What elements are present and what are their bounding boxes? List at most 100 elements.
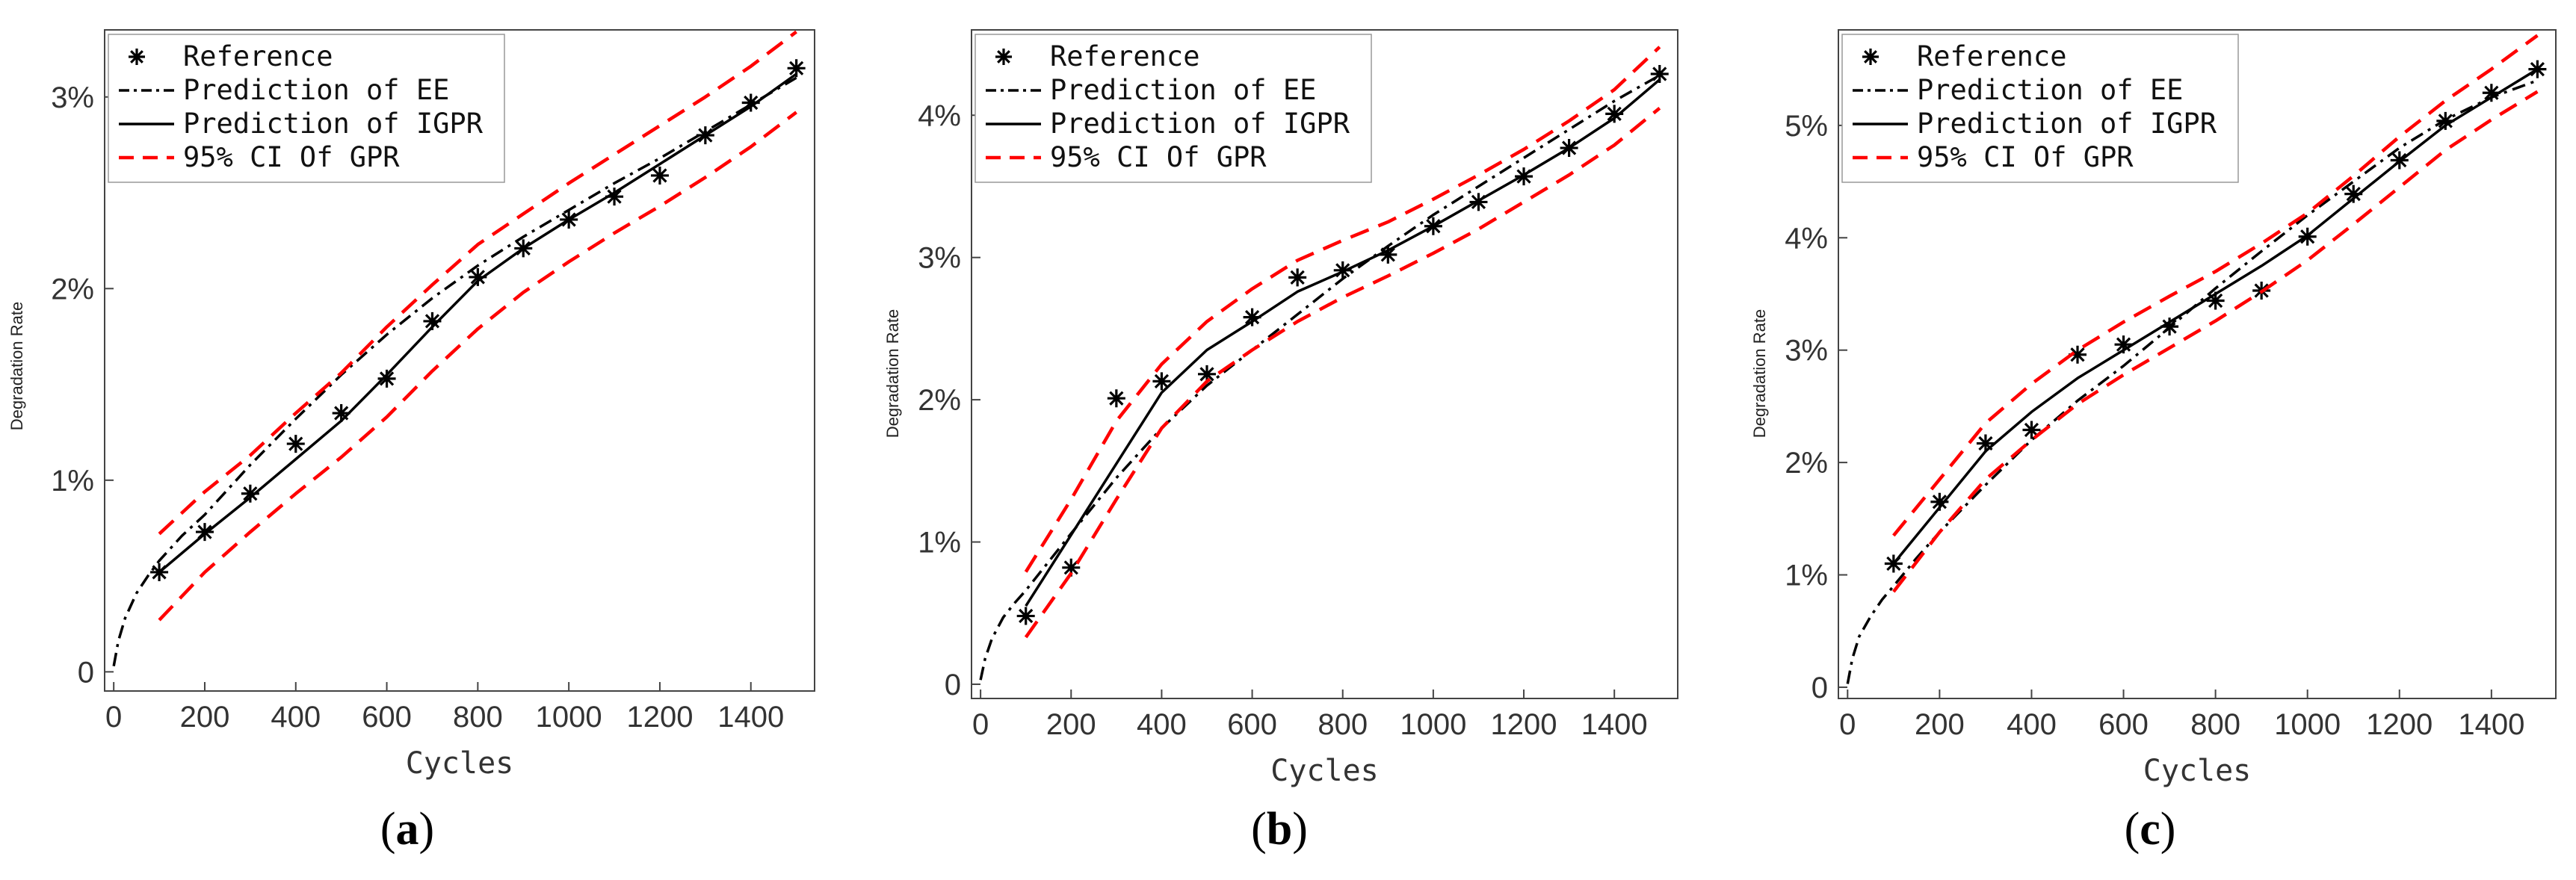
legend-reference-marker xyxy=(129,49,145,65)
x-tick-label: 600 xyxy=(2098,708,2149,741)
ci-bound-line xyxy=(158,111,797,622)
igpr-line xyxy=(1892,68,2539,565)
ci-bound-line xyxy=(1892,34,2539,537)
x-tick-label: 800 xyxy=(453,701,503,734)
y-axis-label: Degradation Rate xyxy=(883,309,902,438)
caption-letter: c xyxy=(2140,804,2160,855)
reference-point xyxy=(1152,372,1171,391)
y-tick-label: 1% xyxy=(1785,560,1828,592)
caption-open-paren: ( xyxy=(1251,804,1267,855)
reference-point xyxy=(2482,84,2501,102)
y-tick-label: 5% xyxy=(1785,110,1828,143)
reference-point xyxy=(286,435,305,453)
igpr-line xyxy=(158,72,797,574)
ci-bound-line xyxy=(1892,90,2539,593)
legend-label-reference: Reference xyxy=(1917,40,2066,72)
reference-point xyxy=(2114,335,2133,354)
reference-point xyxy=(787,59,806,78)
x-tick-label: 1000 xyxy=(1400,708,1466,741)
x-tick-label: 1200 xyxy=(2366,708,2433,741)
panel-caption: (c) xyxy=(2125,804,2176,855)
x-tick-label: 1200 xyxy=(626,701,693,734)
reference-point xyxy=(332,404,350,423)
x-tick-label: 1400 xyxy=(1581,708,1648,741)
caption-close-paren: ) xyxy=(419,804,435,855)
panel-caption: (a) xyxy=(380,804,434,855)
legend-label-ee: Prediction of EE xyxy=(1917,74,2183,106)
reference-point xyxy=(605,188,624,206)
legend-box xyxy=(975,34,1372,183)
x-tick-label: 0 xyxy=(1839,708,1856,741)
x-tick-label: 1400 xyxy=(2458,708,2524,741)
x-tick-label: 200 xyxy=(180,701,230,734)
legend-reference-marker xyxy=(995,49,1012,65)
x-tick-label: 800 xyxy=(2190,708,2240,741)
reference-point xyxy=(377,369,396,388)
legend-reference-marker xyxy=(1862,49,1879,65)
reference-point xyxy=(1650,65,1669,84)
ee-line xyxy=(1846,79,2539,684)
y-tick-label: 0 xyxy=(1811,672,1828,704)
y-tick-label: 4% xyxy=(918,99,961,132)
reference-point xyxy=(2344,185,2363,203)
x-tick-label: 600 xyxy=(1227,708,1277,741)
reference-point xyxy=(2022,421,2041,439)
x-tick-label: 0 xyxy=(972,708,989,741)
legend-label-ee: Prediction of EE xyxy=(183,74,449,106)
x-tick-label: 600 xyxy=(362,701,412,734)
axes-frame xyxy=(104,29,815,692)
reference-point xyxy=(741,93,760,112)
x-axis-label: Cycles xyxy=(2143,754,2252,788)
x-tick-label: 1000 xyxy=(536,701,602,734)
x-axis-label: Cycles xyxy=(406,746,514,781)
reference-point xyxy=(1107,389,1125,408)
y-tick-label: 0 xyxy=(945,669,961,701)
y-tick-label: 0 xyxy=(78,656,94,689)
reference-point xyxy=(195,523,214,542)
ee-line xyxy=(979,74,1661,681)
reference-point xyxy=(1016,607,1035,625)
reference-point xyxy=(1379,245,1397,264)
legend-label-igpr: Prediction of IGPR xyxy=(1917,108,2217,140)
x-tick-label: 1200 xyxy=(1491,708,1557,741)
legend-box xyxy=(1841,34,2239,183)
legend-label-ci: 95% CI Of GPR xyxy=(183,141,400,173)
legend-label-reference: Reference xyxy=(183,40,333,72)
x-axis-label: Cycles xyxy=(1270,754,1379,788)
caption-letter: a xyxy=(396,804,419,855)
legend-label-igpr: Prediction of IGPR xyxy=(1050,108,1350,140)
x-tick-label: 200 xyxy=(1046,708,1096,741)
reference-point xyxy=(241,484,259,503)
x-tick-label: 400 xyxy=(271,701,321,734)
x-tick-label: 0 xyxy=(105,701,122,734)
x-tick-label: 200 xyxy=(1915,708,1965,741)
panel-b: 0 200 400 600 800 1000 1200 1400 0 1% 2% 3% 4% Cycles… xyxy=(883,29,1678,855)
y-tick-label: 2% xyxy=(51,273,94,306)
y-tick-label: 4% xyxy=(1785,222,1828,255)
legend-box xyxy=(108,34,505,183)
reference-point xyxy=(2206,291,2225,310)
reference-point xyxy=(1243,308,1261,326)
x-tick-label: 400 xyxy=(2007,708,2057,741)
y-tick-label: 1% xyxy=(918,527,961,560)
ci-bound-line xyxy=(158,30,797,536)
y-tick-label: 1% xyxy=(51,465,94,498)
caption-close-paren: ) xyxy=(2160,804,2176,855)
y-tick-label: 2% xyxy=(1785,447,1828,480)
reference-point xyxy=(650,166,669,185)
y-tick-label: 3% xyxy=(1785,335,1828,368)
reference-point xyxy=(1288,268,1307,287)
legend-label-igpr: Prediction of IGPR xyxy=(183,108,484,140)
y-axis-label: Degradation Rate xyxy=(7,302,26,430)
caption-close-paren: ) xyxy=(1292,804,1308,855)
axes-frame xyxy=(1838,29,2557,699)
panel-c: 0 200 400 600 800 1000 1200 1400 0 1% 2% 3% 4% 5% Cycl… xyxy=(1750,29,2557,855)
axes-frame xyxy=(971,29,1678,699)
reference-point xyxy=(1198,365,1216,383)
reference-point xyxy=(1062,558,1081,577)
legend-label-ee: Prediction of EE xyxy=(1050,74,1316,106)
legend-label-reference: Reference xyxy=(1050,40,1199,72)
y-tick-label: 2% xyxy=(918,384,961,417)
legend-label-ci: 95% CI Of GPR xyxy=(1050,141,1267,173)
